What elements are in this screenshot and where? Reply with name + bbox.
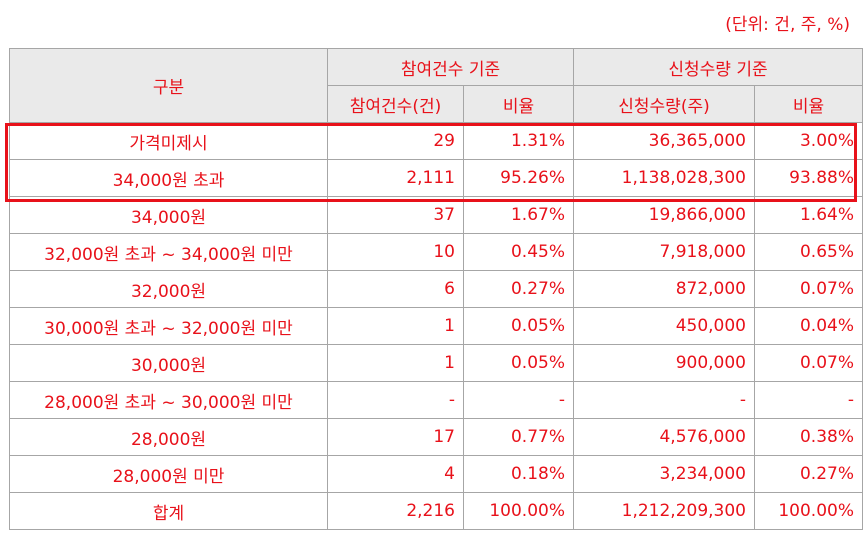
row-count-ratio: 0.77% (463, 418, 574, 456)
table-row: 30,000원 초과 ~ 32,000원 미만 1 0.05% 450,000 … (9, 307, 863, 345)
table-row: 30,000원 1 0.05% 900,000 0.07% (9, 344, 863, 382)
header-count: 참여건수(건) (327, 85, 464, 123)
row-count: 2,111 (327, 159, 464, 197)
row-qty: 3,234,000 (573, 455, 755, 493)
table-row: 32,000원 6 0.27% 872,000 0.07% (9, 270, 863, 308)
row-count: 17 (327, 418, 464, 456)
row-category: 28,000원 (9, 418, 328, 456)
row-category: 34,000원 (9, 196, 328, 234)
row-category: 28,000원 미만 (9, 455, 328, 493)
row-qty: 7,918,000 (573, 233, 755, 271)
total-row: 합계 2,216 100.00% 1,212,209,300 100.00% (9, 492, 863, 530)
table-row: 28,000원 미만 4 0.18% 3,234,000 0.27% (9, 455, 863, 493)
unit-label: (단위: 건, 주, %) (725, 15, 850, 35)
total-category: 합계 (9, 492, 328, 530)
header-count-ratio: 비율 (463, 85, 574, 123)
row-count: 37 (327, 196, 464, 234)
total-count: 2,216 (327, 492, 464, 530)
table-row: 34,000원 37 1.67% 19,866,000 1.64% (9, 196, 863, 234)
row-count-ratio: 0.18% (463, 455, 574, 493)
row-category: 가격미제시 (9, 122, 328, 160)
total-qty-ratio: 100.00% (754, 492, 863, 530)
row-category: 28,000원 초과 ~ 30,000원 미만 (9, 381, 328, 419)
row-qty: 4,576,000 (573, 418, 755, 456)
row-count: 1 (327, 307, 464, 345)
header-category: 구분 (9, 48, 328, 123)
header-qty: 신청수량(주) (573, 85, 755, 123)
table-row: 28,000원 17 0.77% 4,576,000 0.38% (9, 418, 863, 456)
total-qty: 1,212,209,300 (573, 492, 755, 530)
row-category: 32,000원 초과 ~ 34,000원 미만 (9, 233, 328, 271)
row-count-ratio: 0.45% (463, 233, 574, 271)
row-count: 1 (327, 344, 464, 382)
row-qty-ratio: 3.00% (754, 122, 863, 160)
row-category: 30,000원 초과 ~ 32,000원 미만 (9, 307, 328, 345)
demand-forecast-table: 구분 참여건수 기준 신청수량 기준 참여건수(건) 비율 신청수량(주) 비율… (9, 48, 863, 530)
row-qty: 19,866,000 (573, 196, 755, 234)
row-qty-ratio: 93.88% (754, 159, 863, 197)
row-count: 6 (327, 270, 464, 308)
row-qty: - (573, 381, 755, 419)
row-category: 30,000원 (9, 344, 328, 382)
row-count-ratio: 0.05% (463, 307, 574, 345)
row-count: 29 (327, 122, 464, 160)
row-count: - (327, 381, 464, 419)
row-count-ratio: 1.31% (463, 122, 574, 160)
row-qty: 450,000 (573, 307, 755, 345)
header-qty-ratio: 비율 (754, 85, 863, 123)
row-qty-ratio: 0.27% (754, 455, 863, 493)
row-count-ratio: 1.67% (463, 196, 574, 234)
table-row: 28,000원 초과 ~ 30,000원 미만 - - - - (9, 381, 863, 419)
table-row: 34,000원 초과 2,111 95.26% 1,138,028,300 93… (9, 159, 863, 197)
row-qty-ratio: 0.07% (754, 270, 863, 308)
row-qty-ratio: 0.65% (754, 233, 863, 271)
table-row: 가격미제시 29 1.31% 36,365,000 3.00% (9, 122, 863, 160)
table-row: 32,000원 초과 ~ 34,000원 미만 10 0.45% 7,918,0… (9, 233, 863, 271)
row-qty-ratio: 0.38% (754, 418, 863, 456)
total-count-ratio: 100.00% (463, 492, 574, 530)
row-qty-ratio: 0.07% (754, 344, 863, 382)
row-category: 34,000원 초과 (9, 159, 328, 197)
row-count-ratio: - (463, 381, 574, 419)
row-count-ratio: 0.27% (463, 270, 574, 308)
row-qty: 1,138,028,300 (573, 159, 755, 197)
row-qty: 900,000 (573, 344, 755, 382)
row-qty-ratio: 1.64% (754, 196, 863, 234)
row-category: 32,000원 (9, 270, 328, 308)
row-qty: 36,365,000 (573, 122, 755, 160)
header-group-participation: 참여건수 기준 (327, 48, 574, 86)
row-count: 4 (327, 455, 464, 493)
row-count-ratio: 0.05% (463, 344, 574, 382)
row-qty: 872,000 (573, 270, 755, 308)
header-group-quantity: 신청수량 기준 (573, 48, 863, 86)
row-count-ratio: 95.26% (463, 159, 574, 197)
row-count: 10 (327, 233, 464, 271)
row-qty-ratio: - (754, 381, 863, 419)
row-qty-ratio: 0.04% (754, 307, 863, 345)
